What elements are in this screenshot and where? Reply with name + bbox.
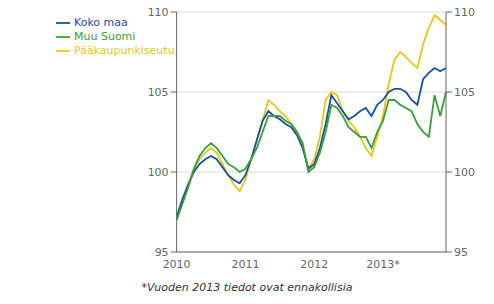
svg-text:100: 100 — [454, 166, 475, 179]
svg-text:2013*: 2013* — [366, 258, 400, 271]
svg-text:95: 95 — [155, 246, 169, 259]
svg-text:2010: 2010 — [163, 258, 191, 271]
html-text:Muu Suomi: Muu Suomi — [74, 30, 136, 43]
svg-text:100: 100 — [148, 166, 169, 179]
html-text:*Vuoden 2013 tiedot ovat ennak: *Vuoden 2013 tiedot ovat ennakollisia — [141, 281, 353, 294]
svg-text:2012: 2012 — [300, 258, 328, 271]
svg-text:2011: 2011 — [231, 258, 259, 271]
html-text:Koko maa: Koko maa — [74, 16, 128, 29]
html-text:Pääkaupunkiseutu: Pääkaupunkiseutu — [74, 44, 175, 57]
svg-text:105: 105 — [148, 86, 169, 99]
svg-text:105: 105 — [454, 86, 475, 99]
svg-text:110: 110 — [454, 6, 475, 19]
svg-text:95: 95 — [454, 246, 468, 259]
svg-text:110: 110 — [148, 6, 169, 19]
